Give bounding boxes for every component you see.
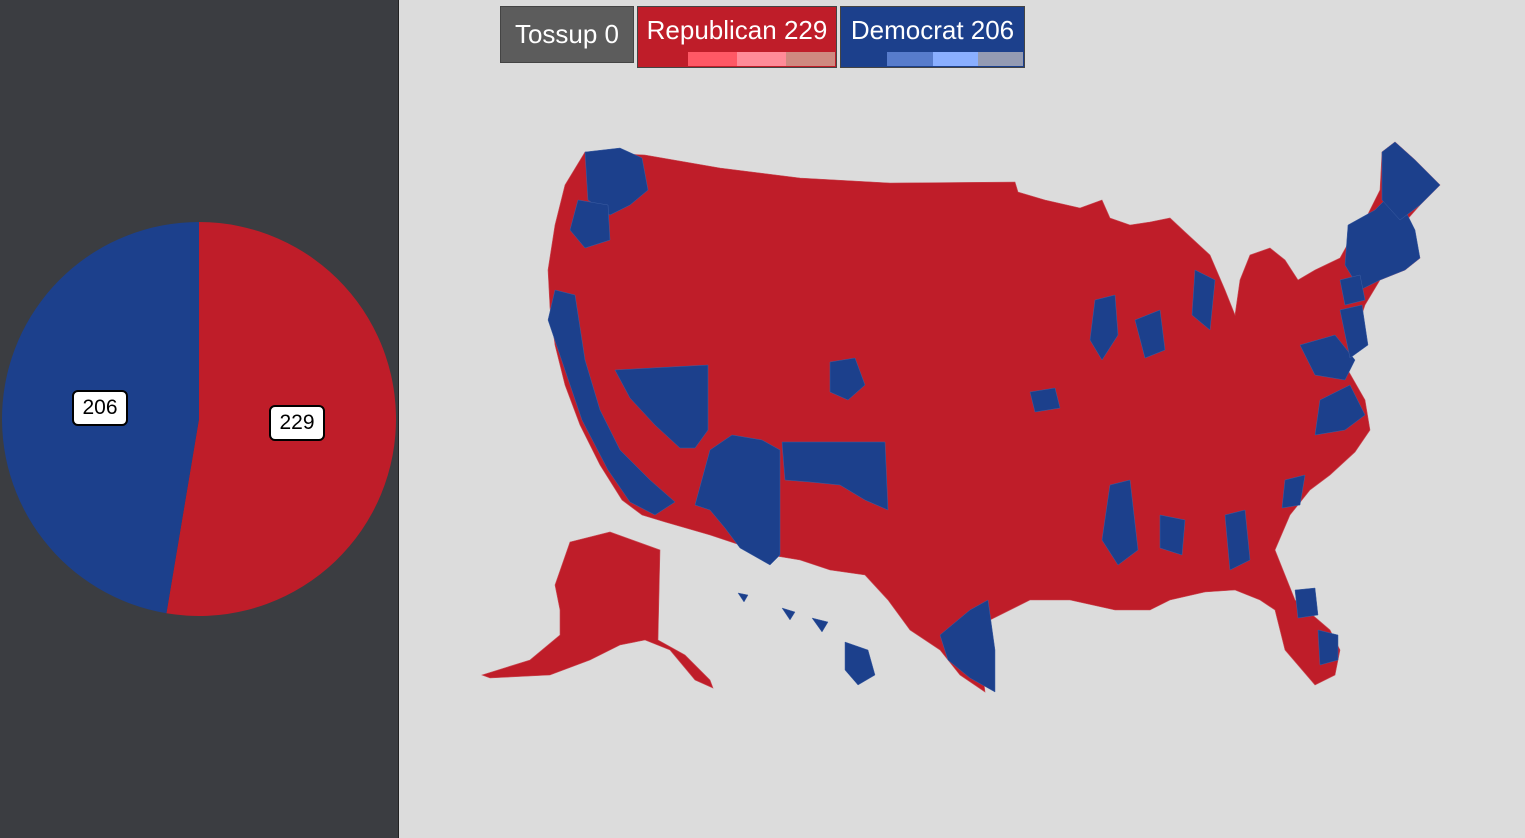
map-dem-michigan[interactable] (1191, 269, 1216, 331)
map-dem-south-texas[interactable] (939, 599, 996, 693)
map-dem-mississippi[interactable] (1101, 479, 1139, 566)
map-dem-georgia[interactable] (1224, 509, 1251, 571)
us-district-map[interactable] (470, 130, 1460, 710)
map-dem-new-mexico[interactable] (781, 441, 889, 511)
legend-democrat-label: Democrat 206 (850, 14, 1015, 45)
republican-swatch-lean[interactable] (737, 52, 786, 66)
democrat-swatch-likely[interactable] (887, 52, 933, 66)
legend-democrat[interactable]: Democrat 206 (840, 6, 1025, 68)
legend-republican[interactable]: Republican 229 (637, 6, 837, 68)
democrat-swatch-tilt[interactable] (977, 52, 1023, 66)
legend-tossup[interactable]: Tossup 0 (500, 6, 634, 63)
map-dem-new-jersey[interactable] (1339, 304, 1369, 359)
sidebar-pie-panel: 206 229 (0, 0, 399, 838)
democrat-swatch-lean[interactable] (932, 52, 978, 66)
map-dem-nevada[interactable] (614, 364, 709, 449)
democrat-swatches (842, 52, 1023, 66)
map-republican-layer (481, 141, 1441, 693)
seat-pie-chart[interactable] (0, 220, 398, 618)
map-dem-oregon-coast[interactable] (569, 199, 611, 249)
republican-swatch-safe[interactable] (639, 52, 688, 66)
pie-label-democrat: 206 (72, 390, 128, 426)
republican-swatch-tilt[interactable] (786, 52, 835, 66)
democrat-swatch-safe[interactable] (842, 52, 888, 66)
map-dem-north-carolina[interactable] (1314, 384, 1366, 436)
map-dem-colorado[interactable] (829, 357, 866, 401)
map-dem-hawaii[interactable] (737, 592, 876, 686)
map-democrat-layer (547, 141, 1441, 693)
map-dem-minnesota[interactable] (1089, 294, 1119, 361)
legend-tossup-label: Tossup 0 (514, 19, 620, 49)
map-dem-new-york-city[interactable] (1339, 274, 1366, 306)
map-dem-south-carolina[interactable] (1281, 474, 1306, 509)
map-dem-alabama[interactable] (1159, 514, 1186, 556)
map-dem-florida-orlando[interactable] (1294, 587, 1319, 619)
map-dem-florida-south[interactable] (1317, 629, 1339, 666)
map-dem-kansas-city[interactable] (1029, 387, 1061, 413)
map-dem-maine[interactable] (1381, 141, 1441, 221)
republican-swatch-likely[interactable] (688, 52, 737, 66)
map-alaska[interactable] (481, 531, 714, 689)
map-dem-mid-atlantic[interactable] (1299, 334, 1356, 381)
pie-label-republican: 229 (269, 405, 325, 441)
map-dem-california[interactable] (547, 289, 676, 516)
map-dem-arizona[interactable] (694, 434, 781, 566)
legend-republican-label: Republican 229 (646, 14, 828, 45)
map-dem-illinois[interactable] (1134, 309, 1166, 359)
republican-swatches (639, 52, 835, 66)
